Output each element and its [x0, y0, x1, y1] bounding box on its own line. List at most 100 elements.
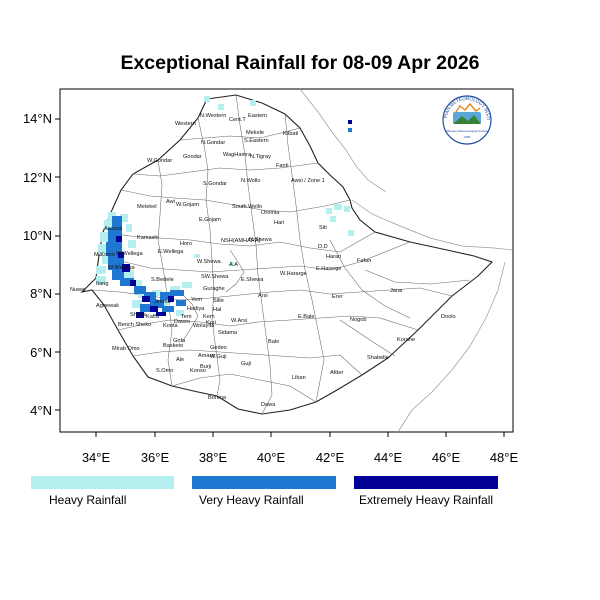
- heavy-rain-cell: [128, 240, 136, 248]
- region-label: Borena: [208, 395, 227, 401]
- region-label: Sidama: [218, 330, 238, 336]
- region-label: W.Hararge: [280, 271, 307, 277]
- region-label: Siti: [319, 225, 327, 231]
- region-label: Bench Sheko: [118, 322, 151, 328]
- region-label: W.Wellega: [108, 265, 136, 271]
- ethiopia-border: [80, 94, 494, 415]
- region-label: Konta: [163, 323, 179, 329]
- region-label: NSH(AMHARA): [221, 238, 261, 244]
- heavy-rain-cell: [194, 254, 200, 258]
- region-label: N.Gondar: [201, 140, 225, 146]
- coastlines: [299, 88, 514, 433]
- region-label: N.Tigray: [250, 154, 271, 160]
- heavy-rain-cell: [120, 214, 128, 222]
- region-label: W.Gondar: [147, 158, 172, 164]
- boundary-line: [364, 269, 471, 285]
- latitude-labels: 14°N 12°N 10°N 8°N 6°N 4°N: [23, 111, 52, 418]
- region-label: Hari: [274, 220, 284, 226]
- region-label: N.Wollo: [241, 178, 260, 184]
- region-label: Cent.T: [229, 117, 246, 123]
- region-label: Basketo: [163, 343, 183, 349]
- boundary-line: [171, 373, 317, 403]
- legend-swatch-heavy: [31, 476, 174, 489]
- lon-tick-label: 48°E: [490, 450, 519, 465]
- region-label: E.Gojam: [199, 217, 221, 223]
- region-label: Liban: [292, 375, 306, 381]
- region-label: Amaro: [198, 353, 214, 359]
- region-label: Sheka: [130, 312, 147, 318]
- region-label: N.Shewa: [249, 237, 273, 243]
- somalia-coast: [397, 261, 506, 433]
- region-label: S.Bedele: [151, 277, 174, 283]
- very-heavy-rain-cell: [170, 290, 184, 296]
- very-heavy-rain-cell: [112, 270, 124, 280]
- heavy-rain-cell: [182, 282, 192, 288]
- boundary-line: [225, 249, 245, 293]
- boundary-line: [235, 94, 273, 415]
- extreme-rain-cell: [156, 312, 166, 316]
- heavy-rain-cell: [204, 96, 210, 102]
- country-outline: [80, 94, 494, 415]
- red-sea-coast: [299, 88, 387, 193]
- heavy-rain-cell: [96, 276, 106, 284]
- region-labels: Western N.Western Cent.T Eastern Mekele …: [70, 113, 456, 408]
- boundary-line: [117, 315, 419, 331]
- region-label: W.Guji: [210, 354, 226, 360]
- legend-swatch-extremely-heavy: [354, 476, 498, 489]
- region-label: W.Arsi: [231, 318, 247, 324]
- heavy-rain-cell: [230, 262, 234, 266]
- map-title: Exceptional Rainfall for 08-09 Apr 2026: [120, 52, 480, 74]
- region-label: A.A: [229, 262, 238, 268]
- region-label: Doolo: [441, 314, 456, 320]
- heavy-rain-cell: [218, 104, 224, 110]
- heavy-rain-cell: [250, 100, 256, 106]
- extreme-rain-cell: [142, 296, 150, 302]
- very-heavy-rain-cell: [134, 286, 146, 294]
- heavy-rain-cell: [126, 224, 132, 232]
- map-frame: [59, 88, 514, 433]
- extreme-rain-cell: [116, 236, 122, 242]
- extreme-rain-cell: [168, 296, 174, 302]
- region-label: Assosa: [104, 226, 123, 232]
- lon-tick-label: 44°E: [374, 450, 403, 465]
- region-label: Tem: [181, 314, 192, 320]
- very-heavy-rain-cell: [120, 278, 134, 286]
- boundary-line: [132, 162, 319, 177]
- region-label: Dawro: [174, 319, 190, 325]
- region-label: Silte: [213, 298, 224, 304]
- region-label: Kamashi: [137, 235, 159, 241]
- heavy-rain-cell: [152, 290, 162, 296]
- heavy-rain-cell: [104, 220, 112, 230]
- region-label: Horo: [180, 241, 192, 247]
- region-label: Erer: [332, 294, 343, 300]
- region-label: Gofa: [173, 338, 186, 344]
- region-label: Dawa: [261, 402, 276, 408]
- longitude-labels: 34°E 36°E 38°E 40°E 42°E 44°E 46°E 48°E: [82, 450, 519, 465]
- region-label: Guraghe: [203, 286, 225, 292]
- region-label: W.Shewa: [197, 259, 222, 265]
- legend-swatch-very-heavy: [192, 476, 336, 489]
- lat-tick-label: 6°N: [30, 345, 52, 360]
- lon-tick-label: 40°E: [257, 450, 286, 465]
- axis-ticks: [55, 118, 505, 437]
- lat-tick-label: 4°N: [30, 403, 52, 418]
- region-label: Gedeo: [210, 345, 227, 351]
- region-label: Agnewak: [96, 303, 119, 309]
- very-heavy-rain-cell: [160, 292, 174, 300]
- lat-tick-label: 14°N: [23, 111, 52, 126]
- lon-tick-label: 46°E: [432, 450, 461, 465]
- region-label: D.D: [318, 244, 328, 250]
- lat-tick-label: 12°N: [23, 170, 52, 185]
- region-label: M.Komo: [94, 252, 115, 258]
- region-label: Bale: [268, 339, 279, 345]
- region-label: Wolayita: [193, 323, 215, 329]
- region-label: S.Omo: [156, 368, 173, 374]
- heavy-rain-cell: [102, 256, 110, 264]
- region-label: Eastern: [248, 113, 267, 119]
- heavy-rain-cell: [98, 244, 106, 254]
- very-heavy-rain-cell: [348, 128, 352, 132]
- region-label: Kori: [206, 320, 216, 326]
- extreme-rain-cell: [122, 264, 130, 272]
- boundary-line: [179, 127, 301, 141]
